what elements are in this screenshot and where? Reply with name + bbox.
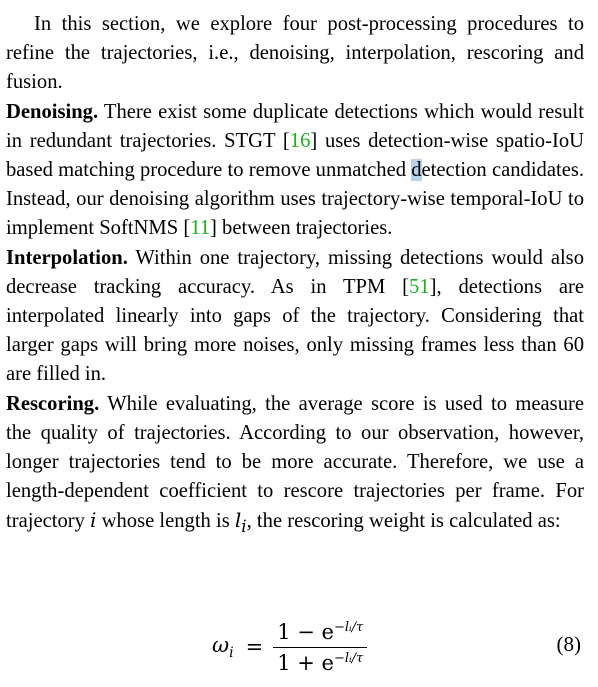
denoising-text-4: ] between trajectories. xyxy=(210,217,393,240)
omega-symbol: ω xyxy=(212,632,230,657)
text-cursor-highlight: d xyxy=(411,159,422,182)
citation-11-link[interactable]: 11 xyxy=(190,217,211,240)
citation-16-link[interactable]: 16 xyxy=(289,129,311,152)
equals-sign: = xyxy=(245,635,264,659)
numerator-base: 1 − e xyxy=(277,619,334,644)
rescoring-heading: Rescoring. xyxy=(6,392,100,415)
denoising-text-2: ] uses detection-wise spatio-IoU based m… xyxy=(6,129,584,182)
variable-i: i xyxy=(90,508,97,533)
numerator-exponent: −lᵢ/τ xyxy=(333,619,364,635)
denominator-base: 1 + e xyxy=(277,650,334,675)
denoising-paragraph: Denoising. There exist some duplicate de… xyxy=(6,98,584,244)
rescoring-paragraph: Rescoring. While evaluating, the average… xyxy=(6,390,584,542)
equation-body: ωi = 1 − e−lᵢ/τ 1 + e−lᵢ/τ xyxy=(212,612,368,682)
interpolation-paragraph: Interpolation. Within one trajectory, mi… xyxy=(6,244,584,390)
citation-51-link[interactable]: 51 xyxy=(409,275,430,298)
fraction-bar xyxy=(273,646,368,648)
interpolation-text-1: Within one trajectory, missing detection… xyxy=(6,246,584,298)
denominator-exponent: −lᵢ/τ xyxy=(333,650,364,666)
equation-8: ωi = 1 − e−lᵢ/τ 1 + e−lᵢ/τ (8) xyxy=(0,612,598,682)
rescoring-text-1: While evaluating, the average score is u… xyxy=(6,392,584,533)
variable-l-subscript: i xyxy=(241,517,247,537)
denoising-text-3: etection candidates. Instead, our denois… xyxy=(6,159,584,240)
equation-number: (8) xyxy=(556,632,582,656)
denoising-text-1: There exist some duplicate detections wh… xyxy=(6,100,584,152)
interpolation-text-2: ], detections are interpolated linearly … xyxy=(6,275,584,386)
fraction-denominator: 1 + e−lᵢ/τ xyxy=(273,651,367,675)
section-intro-text: In this section, we explore four post-pr… xyxy=(6,13,584,94)
section-intro-paragraph: In this section, we explore four post-pr… xyxy=(6,10,584,98)
equation-lhs: ωi xyxy=(212,633,234,661)
omega-subscript: i xyxy=(229,645,234,662)
variable-l: li xyxy=(234,508,247,536)
variable-l-base: l xyxy=(234,508,242,533)
fraction: 1 − e−lᵢ/τ 1 + e−lᵢ/τ xyxy=(273,620,368,675)
interpolation-heading: Interpolation. xyxy=(6,246,128,269)
fraction-numerator: 1 − e−lᵢ/τ xyxy=(273,620,367,644)
rescoring-text-2: whose length is xyxy=(96,510,235,533)
denoising-heading: Denoising. xyxy=(6,100,99,123)
rescoring-text-3: , the rescoring weight is calculated as: xyxy=(246,510,561,533)
